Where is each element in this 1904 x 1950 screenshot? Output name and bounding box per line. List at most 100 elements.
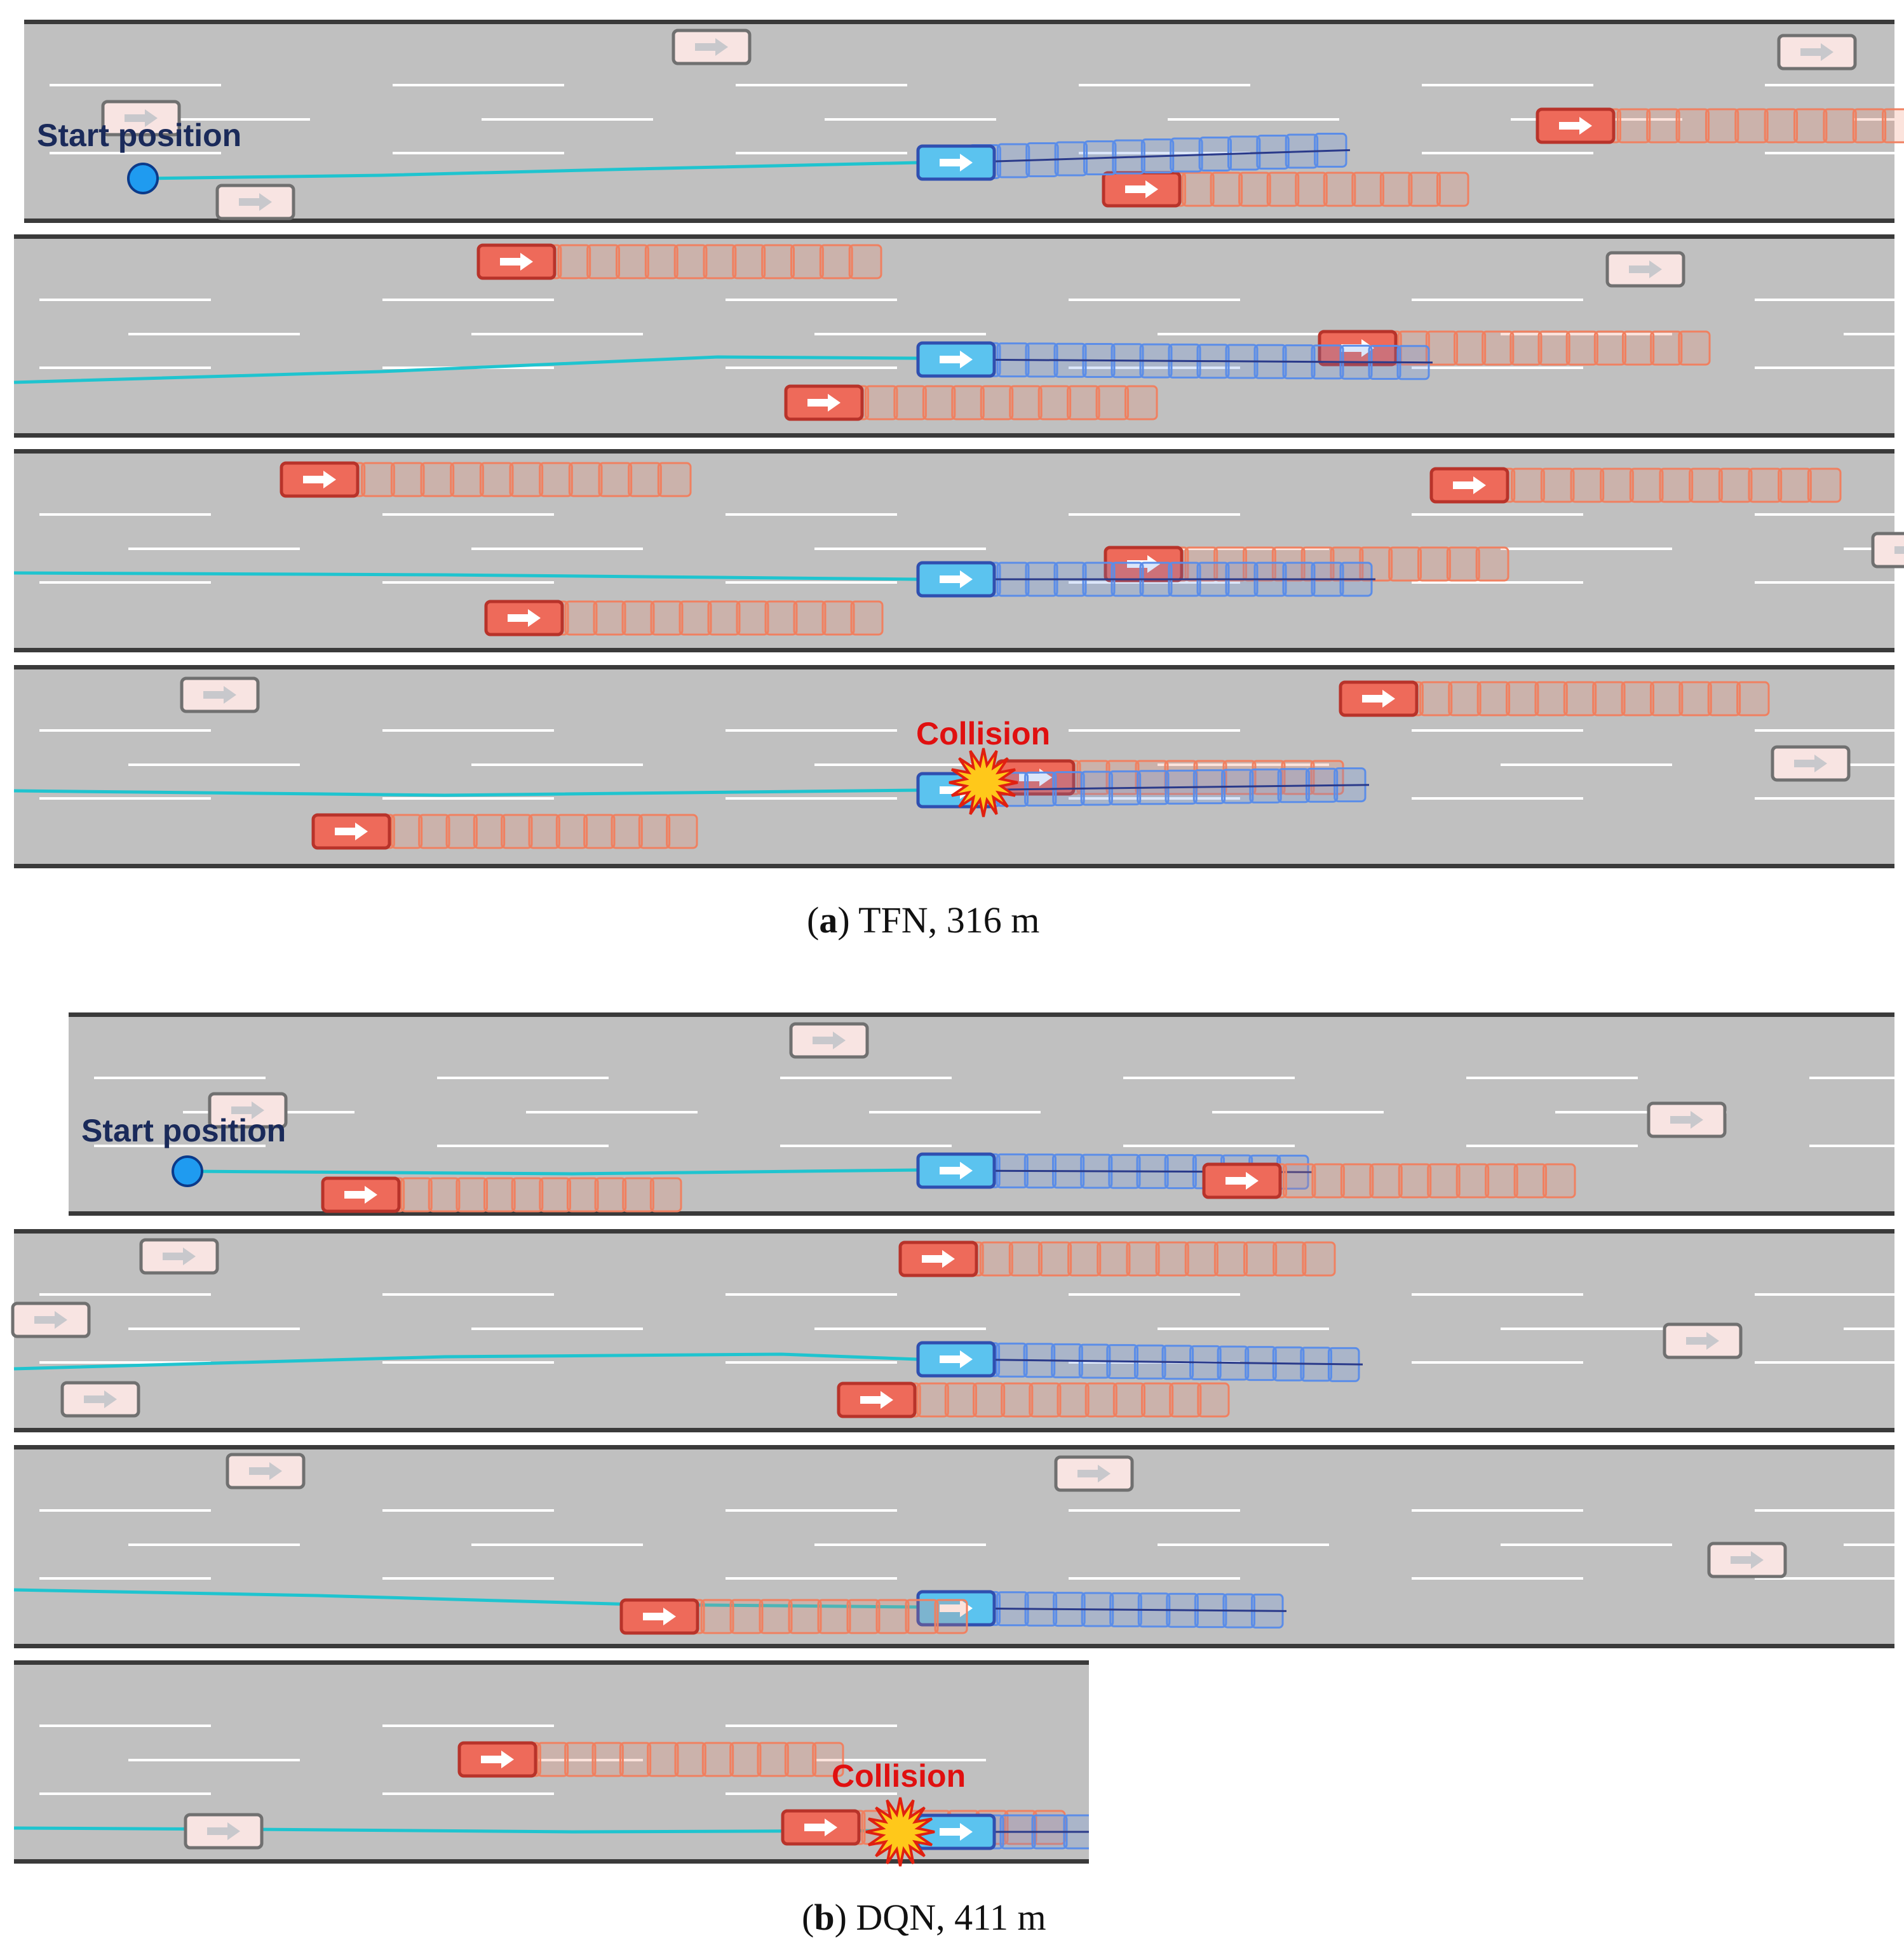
- prediction-box: [1675, 108, 1710, 144]
- collision-label-a: Collision: [916, 716, 1050, 751]
- background-vehicle: [1054, 1455, 1134, 1492]
- prediction-box: [1807, 467, 1842, 503]
- prediction-box: [1124, 385, 1158, 420]
- prediction-box: [1513, 1163, 1548, 1199]
- attacker-vehicle: [484, 600, 884, 636]
- lane-marking: [382, 1361, 554, 1364]
- lane-marking: [1755, 513, 1894, 516]
- background-vehicle: [1663, 1322, 1743, 1359]
- prediction-box: [1427, 1163, 1461, 1199]
- ego-vehicle: [916, 1813, 1102, 1850]
- lane-marking: [1555, 1111, 1727, 1113]
- prediction-box: [583, 814, 616, 849]
- collision-label-b: Collision: [832, 1758, 966, 1794]
- prediction-box: [1678, 681, 1712, 716]
- background-vehicle: [101, 100, 181, 137]
- predicted-trajectory-boxes: [955, 767, 1370, 807]
- prediction-box: [473, 814, 506, 849]
- road-edge-bottom: [24, 219, 1894, 223]
- predicted-trajectory-boxes: [331, 462, 692, 497]
- prediction-box: [647, 1742, 679, 1777]
- prediction-box: [564, 600, 598, 636]
- lane-marking: [1844, 333, 1894, 335]
- attacker-vehicle: [619, 1598, 968, 1635]
- predicted-trajectory-boxes: [1587, 108, 1904, 144]
- prediction-box: [1266, 171, 1300, 207]
- explosion-icon: [865, 1797, 935, 1867]
- attacker-vehicle: [1102, 171, 1469, 208]
- ego-trajectory-a2: [13, 355, 919, 384]
- caption-b: (b) DQN, 411 m: [802, 1897, 1046, 1938]
- lane-marking: [393, 84, 564, 86]
- prediction-box: [586, 244, 621, 279]
- background-vehicle: [789, 1022, 869, 1059]
- right-arrow-icon: [695, 38, 728, 56]
- prediction-box: [1037, 1241, 1072, 1277]
- prediction-box: [1707, 681, 1741, 716]
- lane-marking: [382, 729, 554, 732]
- prediction-box: [650, 600, 684, 636]
- prediction-box: [539, 462, 573, 497]
- prediction-box: [1008, 1241, 1043, 1277]
- lane-marking: [94, 1145, 266, 1147]
- prediction-box: [1511, 467, 1545, 503]
- prediction-box: [1705, 108, 1739, 144]
- attacker-vehicle: [1202, 1162, 1576, 1199]
- right-arrow-icon: [203, 686, 236, 704]
- road-edge-top: [14, 665, 1894, 669]
- lane-marking: [138, 118, 310, 121]
- prediction-box: [979, 1241, 1013, 1277]
- prediction-box: [528, 814, 560, 849]
- lane-marking: [382, 1725, 554, 1727]
- lane-marking: [1755, 366, 1894, 369]
- prediction-box: [1565, 330, 1598, 366]
- lane-marking: [1412, 299, 1583, 301]
- explosion-icon: [949, 748, 1018, 817]
- prediction-box: [980, 385, 1014, 420]
- lane-marking: [1422, 84, 1593, 86]
- prediction-box: [511, 1177, 544, 1213]
- lane-marking: [1755, 1361, 1894, 1364]
- right-arrow-icon: [807, 394, 841, 412]
- road-edge-top: [14, 449, 1894, 454]
- caption-b-distance: 411 m: [954, 1897, 1046, 1938]
- lane-marking: [1123, 1145, 1295, 1147]
- prediction-box: [666, 814, 698, 849]
- prediction-box: [638, 814, 671, 849]
- prediction-box: [1037, 385, 1072, 420]
- lane-marking: [814, 1328, 986, 1330]
- road-edge-top: [14, 1445, 1894, 1449]
- lane-marking: [382, 581, 554, 584]
- lane-marking: [128, 1759, 300, 1761]
- attacker-vehicle: [476, 243, 882, 280]
- right-arrow-icon: [1559, 117, 1592, 135]
- ego-vehicle: [916, 1590, 1287, 1629]
- lane-marking: [726, 1509, 897, 1512]
- lane-marking: [526, 1111, 698, 1113]
- prediction-box: [732, 244, 766, 279]
- prediction-box: [1141, 1382, 1174, 1418]
- right-arrow-icon: [84, 1390, 117, 1408]
- lane-marking: [1755, 797, 1894, 800]
- prediction-box: [1238, 171, 1271, 207]
- lane-marking: [1412, 513, 1583, 516]
- road-edge-top: [24, 20, 1894, 24]
- ego-trajectory-b4: [13, 1826, 919, 1834]
- prediction-box: [536, 1742, 569, 1777]
- prediction-box: [1388, 546, 1422, 582]
- prediction-box: [707, 600, 741, 636]
- prediction-box: [729, 1742, 762, 1777]
- start-position-label-a: Start position: [37, 118, 241, 153]
- lane-marking: [1069, 513, 1240, 516]
- prediction-box: [621, 600, 655, 636]
- prediction-box: [1095, 385, 1130, 420]
- background-vehicle: [1871, 532, 1904, 568]
- predicted-trajectory-boxes: [956, 561, 1375, 597]
- prediction-box: [944, 1382, 978, 1418]
- prediction-box: [973, 1382, 1006, 1418]
- prediction-box: [1126, 1241, 1160, 1277]
- prediction-box: [1369, 1163, 1403, 1199]
- right-arrow-icon: [1341, 339, 1374, 357]
- prediction-box: [611, 814, 643, 849]
- lane-marking: [471, 548, 643, 550]
